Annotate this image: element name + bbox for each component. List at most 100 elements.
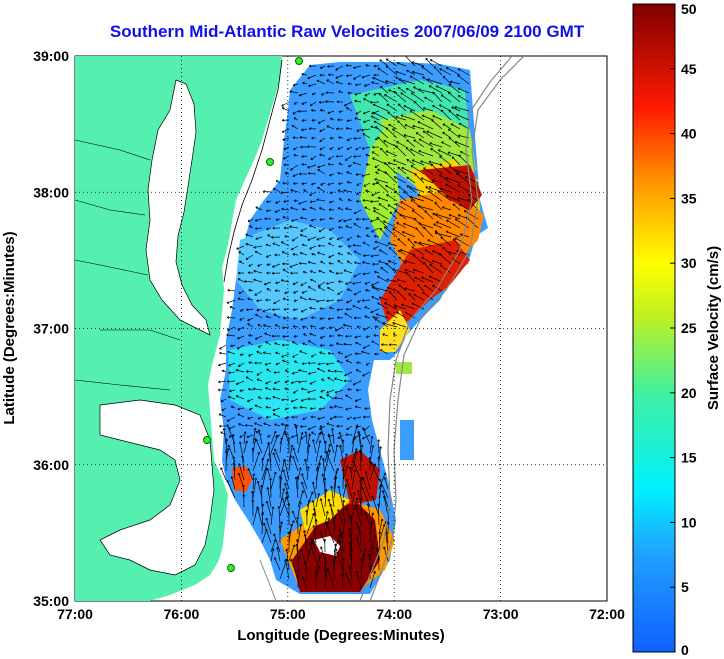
velocity-arrow-head <box>360 444 363 447</box>
radar-site-marker <box>203 436 211 444</box>
velocity-arrow-head <box>237 298 240 301</box>
velocity-arrow-head <box>371 82 374 85</box>
velocity-arrow-head <box>435 85 438 88</box>
velocity-arrow-head <box>240 354 243 357</box>
velocity-arrow-head <box>377 276 379 279</box>
velocity-arrow <box>425 186 434 193</box>
velocity-arrow-head <box>337 300 340 302</box>
velocity-arrow-head <box>309 333 312 336</box>
velocity-arrow <box>378 446 382 463</box>
velocity-arrow-head <box>318 102 322 104</box>
velocity-arrow <box>317 119 326 124</box>
velocity-arrow <box>346 137 353 141</box>
velocity-arrow-head <box>458 135 461 138</box>
velocity-arrow <box>282 251 290 256</box>
velocity-arrow <box>448 137 461 148</box>
velocity-arrow-head <box>346 107 348 110</box>
velocity-arrow-head <box>398 284 400 288</box>
velocity-arrow-head <box>374 178 377 181</box>
velocity-arrow <box>238 472 245 490</box>
velocity-arrow-head <box>228 372 231 375</box>
velocity-arrow-head <box>362 553 365 556</box>
velocity-arrow-head <box>370 221 373 223</box>
velocity-arrow <box>370 200 380 203</box>
velocity-arrow-head <box>354 117 357 121</box>
velocity-arrow <box>327 182 335 186</box>
velocity-arrow <box>266 227 272 230</box>
velocity-arrow-head <box>299 523 302 526</box>
velocity-arrow-head <box>326 568 329 571</box>
velocity-arrow-head <box>294 425 297 429</box>
velocity-arrow <box>326 389 335 394</box>
velocity-arrow <box>338 245 344 248</box>
velocity-arrow-head <box>418 138 421 142</box>
velocity-arrow <box>364 92 371 97</box>
velocity-arrow-head <box>395 76 397 80</box>
velocity-arrow <box>429 142 443 148</box>
velocity-arrow <box>403 191 416 202</box>
velocity-arrow <box>351 470 356 490</box>
velocity-arrow <box>328 262 335 265</box>
velocity-arrow <box>301 101 308 105</box>
velocity-arrow <box>439 188 452 193</box>
velocity-arrow-head <box>454 237 457 240</box>
velocity-arrow <box>418 138 434 148</box>
velocity-arrow <box>228 371 236 374</box>
velocity-arrow-head <box>387 111 389 115</box>
velocity-arrow <box>317 164 326 168</box>
velocity-arrow <box>281 101 290 107</box>
velocity-arrow <box>383 495 389 517</box>
velocity-arrow <box>446 219 461 229</box>
velocity-arrow-head <box>273 372 277 374</box>
velocity-arrow-head <box>348 566 350 569</box>
velocity-arrow-head <box>252 473 255 476</box>
velocity-arrow-head <box>280 423 283 426</box>
velocity-arrow <box>273 371 281 374</box>
velocity-arrow-head <box>464 176 467 179</box>
velocity-arrow <box>261 503 264 517</box>
velocity-arrow <box>364 83 371 87</box>
velocity-arrow-head <box>273 471 276 474</box>
velocity-arrow <box>411 199 425 211</box>
velocity-arrow-head <box>439 68 442 71</box>
velocity-arrow-head <box>220 431 223 435</box>
velocity-arrow-head <box>400 115 403 118</box>
velocity-arrow <box>320 260 326 265</box>
velocity-arrow <box>379 59 389 67</box>
velocity-arrow-head <box>337 485 339 489</box>
velocity-arrow <box>265 341 272 346</box>
velocity-arrow <box>291 124 299 130</box>
velocity-arrow-head <box>283 309 287 311</box>
lon-tick-label: 77:00 <box>57 606 93 622</box>
velocity-arrow <box>347 252 353 256</box>
velocity-arrow-head <box>420 160 423 164</box>
velocity-arrow-head <box>274 423 277 427</box>
velocity-arrow <box>276 180 281 184</box>
velocity-arrow-head <box>328 443 331 446</box>
velocity-arrow-head <box>356 489 359 493</box>
velocity-arrow-head <box>262 352 266 355</box>
velocity-arrow-head <box>334 548 337 551</box>
velocity-arrow-head <box>338 183 341 185</box>
velocity-arrow <box>365 362 371 366</box>
velocity-arrow-head <box>271 335 275 338</box>
velocity-arrow <box>302 576 308 589</box>
velocity-arrow-head <box>301 156 304 158</box>
velocity-arrow-head <box>445 177 448 180</box>
velocity-arrow-head <box>353 418 356 420</box>
velocity-arrow-head <box>405 88 408 91</box>
velocity-arrow-head <box>294 476 297 480</box>
velocity-arrow <box>406 159 416 166</box>
velocity-arrow-head <box>424 210 426 213</box>
velocity-arrow <box>320 182 326 186</box>
velocity-arrow-head <box>345 478 347 482</box>
velocity-arrow <box>274 423 281 427</box>
velocity-arrow-head <box>299 136 302 139</box>
velocity-arrow-head <box>421 257 424 260</box>
velocity-arrow-head <box>320 546 322 549</box>
velocity-arrow <box>265 380 272 385</box>
velocity-arrow-head <box>274 324 277 327</box>
velocity-arrow-head <box>275 282 278 285</box>
velocity-arrow-head <box>312 513 315 516</box>
velocity-arrow-head <box>256 351 259 354</box>
